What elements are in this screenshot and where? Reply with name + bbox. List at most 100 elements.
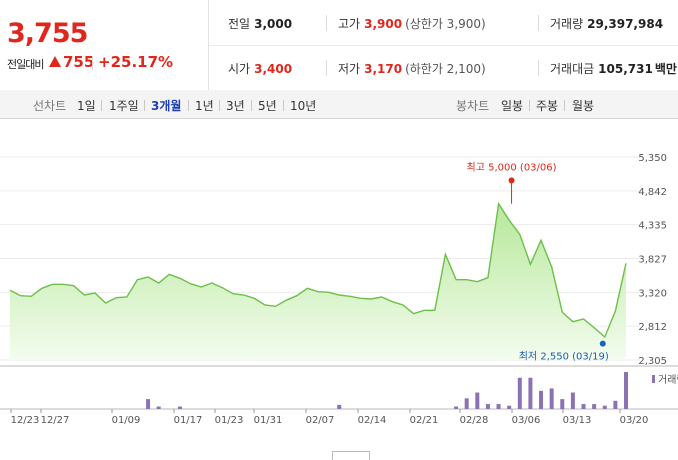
candle-chart-label: 봉차트 xyxy=(456,99,490,113)
max-marker xyxy=(508,177,515,184)
volume-bar xyxy=(485,404,490,409)
x-tick-label: 03/06 xyxy=(512,415,541,426)
y-tick-label: 3,320 xyxy=(638,288,667,299)
divider xyxy=(188,100,189,111)
prev-close-value: 3,000 xyxy=(254,17,293,31)
volume-bar xyxy=(454,406,459,409)
x-tick-label: 03/20 xyxy=(620,415,649,426)
x-tick-label: 02/28 xyxy=(460,415,489,426)
change-rate: +25.17% xyxy=(98,53,174,71)
volume-bar xyxy=(570,392,575,409)
tab-1d[interactable]: 1일 xyxy=(77,99,96,113)
volume-label: 거래량 xyxy=(550,17,584,31)
high-price: 고가 3,900 (상한가 3,900) xyxy=(338,15,486,32)
amount-unit: 백만 xyxy=(654,62,677,76)
x-tick-label: 01/09 xyxy=(112,415,141,426)
x-tick-label: 01/31 xyxy=(254,415,283,426)
line-chart-label: 선차트 xyxy=(33,99,67,113)
volume-bar xyxy=(475,392,480,409)
divider xyxy=(101,100,102,111)
tab-10y[interactable]: 10년 xyxy=(290,99,317,113)
tab-3m[interactable]: 3개월 xyxy=(151,99,182,113)
low-price: 저가 3,170 (하한가 2,100) xyxy=(338,60,486,77)
high-value: 3,900 xyxy=(364,17,403,31)
open-price: 시가 3,400 xyxy=(228,60,292,77)
volume-bar xyxy=(581,404,586,409)
quote-header: 3,755 전일대비 755 +25.17% 전일 3,000 시가 3,400 고… xyxy=(0,0,678,91)
volume-bar xyxy=(496,404,501,409)
x-tick-label: 02/14 xyxy=(358,415,387,426)
tab-weekly[interactable]: 주봉 xyxy=(536,99,559,113)
y-tick-label: 5,350 xyxy=(638,153,667,164)
divider xyxy=(538,15,539,31)
volume-bar xyxy=(337,404,342,409)
divider xyxy=(529,100,530,111)
volume: 거래량 29,397,984 xyxy=(550,15,663,32)
x-tick-label: 03/13 xyxy=(563,415,592,426)
x-tick-label: 12/23 xyxy=(11,415,40,426)
low-label: 저가 xyxy=(338,62,361,76)
divider xyxy=(326,60,327,76)
y-tick-label: 2,812 xyxy=(638,322,667,333)
tab-1w[interactable]: 1주일 xyxy=(109,99,139,113)
volume-bar xyxy=(156,406,161,409)
divider xyxy=(251,100,252,111)
volume-value: 29,397,984 xyxy=(587,17,664,31)
y-tick-label: 4,335 xyxy=(638,221,667,232)
open-label: 시가 xyxy=(228,62,251,76)
volume-bar xyxy=(146,399,151,409)
upper-limit: (상한가 3,900) xyxy=(405,17,486,31)
high-label: 고가 xyxy=(338,17,361,31)
min-label: 최저 2,550 (03/19) xyxy=(519,351,609,363)
divider xyxy=(144,100,145,111)
max-label: 최고 5,000 (03/06) xyxy=(467,161,557,173)
prev-close: 전일 3,000 xyxy=(228,15,292,32)
x-tick-label: 12/27 xyxy=(41,415,70,426)
divider xyxy=(564,100,565,111)
volume-bar xyxy=(464,398,469,409)
tab-3y[interactable]: 3년 xyxy=(226,99,245,113)
trade-amount: 거래대금 105,731 백만 xyxy=(550,60,677,77)
tab-daily[interactable]: 일봉 xyxy=(501,99,524,113)
y-tick-label: 3,827 xyxy=(638,255,667,266)
change-label: 전일대비 xyxy=(7,58,44,71)
price-chart[interactable]: 5,350 4,842 4,335 3,827 3,320 2,812 2,305 최고 5… xyxy=(0,118,678,457)
current-price: 3,755 xyxy=(7,18,88,49)
volume-legend-swatch xyxy=(652,375,655,383)
volume-bar xyxy=(624,372,628,409)
amount-label: 거래대금 xyxy=(550,62,595,76)
x-tick-label: 02/07 xyxy=(306,415,335,426)
row-divider xyxy=(209,45,678,46)
volume-bar xyxy=(177,406,182,409)
volume-bar xyxy=(613,400,618,409)
up-triangle-icon xyxy=(49,56,61,67)
y-tick-label: 2,305 xyxy=(638,356,667,367)
change-amount-value: 755 xyxy=(63,53,95,71)
tab-1y[interactable]: 1년 xyxy=(195,99,214,113)
volume-bar xyxy=(602,405,607,409)
prev-close-label: 전일 xyxy=(228,17,251,31)
volume-bar xyxy=(539,390,544,409)
tab-monthly[interactable]: 월봉 xyxy=(572,99,595,113)
divider xyxy=(326,15,327,31)
volume-bar xyxy=(517,377,522,409)
low-value: 3,170 xyxy=(364,62,403,76)
price-line xyxy=(9,201,627,339)
amount-value: 105,731 xyxy=(598,62,653,76)
lower-limit: (하한가 2,100) xyxy=(405,62,486,76)
tab-5y[interactable]: 5년 xyxy=(258,99,277,113)
divider xyxy=(538,60,539,76)
divider xyxy=(92,56,93,70)
divider xyxy=(219,100,220,111)
price-box: 3,755 전일대비 755 +25.17% xyxy=(0,0,209,90)
volume-bar xyxy=(560,399,565,409)
change-amount: 755 xyxy=(49,53,94,71)
x-tick-label: 01/23 xyxy=(215,415,244,426)
volume-bar xyxy=(528,377,533,409)
y-tick-label: 4,842 xyxy=(638,187,667,198)
open-value: 3,400 xyxy=(254,62,293,76)
x-tick-label: 02/21 xyxy=(410,415,439,426)
chart-resize-handle[interactable] xyxy=(332,451,370,460)
divider xyxy=(283,100,284,111)
volume-bar xyxy=(592,404,597,409)
